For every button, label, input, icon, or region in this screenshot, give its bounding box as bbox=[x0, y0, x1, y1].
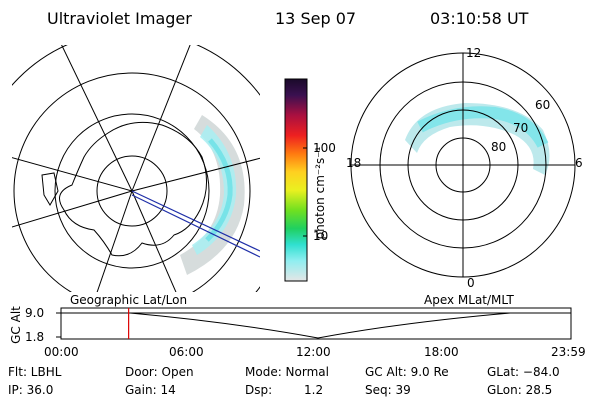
time-tick-2359: 23:59 bbox=[551, 345, 586, 359]
color-scale-bar bbox=[284, 78, 308, 282]
status-dsp-value: 1.2 bbox=[304, 383, 324, 397]
instrument-title: Ultraviolet Imager bbox=[47, 9, 192, 28]
lat-label-80: 80 bbox=[491, 140, 507, 154]
lat-label-60: 60 bbox=[535, 98, 551, 112]
status-door: Door: Open bbox=[125, 365, 194, 379]
status-glon: GLon: 28.5 bbox=[487, 383, 553, 397]
aurora-oval-geo bbox=[180, 115, 245, 275]
status-glat: GLat: −84.0 bbox=[487, 365, 560, 379]
time-tick-1800: 18:00 bbox=[424, 345, 459, 359]
status-gain: Gain: 14 bbox=[125, 383, 176, 397]
geographic-panel-label: Geographic Lat/Lon bbox=[70, 293, 188, 307]
aurora-oval-mag bbox=[405, 103, 550, 175]
altitude-curve bbox=[129, 312, 511, 339]
mlt-label-18: 18 bbox=[346, 156, 362, 170]
continent-outline bbox=[59, 121, 207, 257]
colorbar-tick-10: 10 bbox=[313, 229, 329, 243]
status-dsp-label: Dsp: bbox=[245, 383, 273, 397]
magnetic-panel-label: Apex MLat/MLT bbox=[424, 293, 514, 307]
geographic-map bbox=[12, 45, 260, 292]
timeline-axis-label: GC Alt bbox=[9, 306, 23, 344]
latitude-circles bbox=[12, 45, 260, 292]
status-filter: Flt: LBHL bbox=[8, 365, 62, 379]
date-label: 13 Sep 07 bbox=[275, 9, 357, 28]
mlt-label-0: 0 bbox=[467, 276, 475, 290]
time-tick-1200: 12:00 bbox=[296, 345, 331, 359]
alt-tick-1-8: 1.8 bbox=[25, 330, 45, 344]
status-gc-alt: GC Alt: 9.0 Re bbox=[365, 365, 449, 379]
altitude-timeline bbox=[56, 307, 572, 340]
lat-label-70: 70 bbox=[513, 121, 529, 135]
mlt-label-12: 12 bbox=[466, 46, 482, 60]
mlt-label-6: 6 bbox=[575, 156, 583, 170]
status-seq: Seq: 39 bbox=[365, 383, 411, 397]
orbit-track bbox=[131, 190, 260, 252]
magnetic-polar-plot bbox=[350, 52, 576, 278]
status-mode: Mode: Normal bbox=[245, 365, 329, 379]
colorbar-unit-label: photon cm⁻²s⁻¹ bbox=[313, 146, 327, 240]
alt-tick-9: 9.0 bbox=[25, 306, 45, 320]
time-tick-0600: 06:00 bbox=[169, 345, 204, 359]
time-label: 03:10:58 UT bbox=[430, 9, 529, 28]
status-ip: IP: 36.0 bbox=[8, 383, 54, 397]
colorbar-tick-100: 100 bbox=[313, 141, 336, 155]
time-tick-0000: 00:00 bbox=[44, 345, 79, 359]
longitude-lines bbox=[12, 45, 260, 292]
